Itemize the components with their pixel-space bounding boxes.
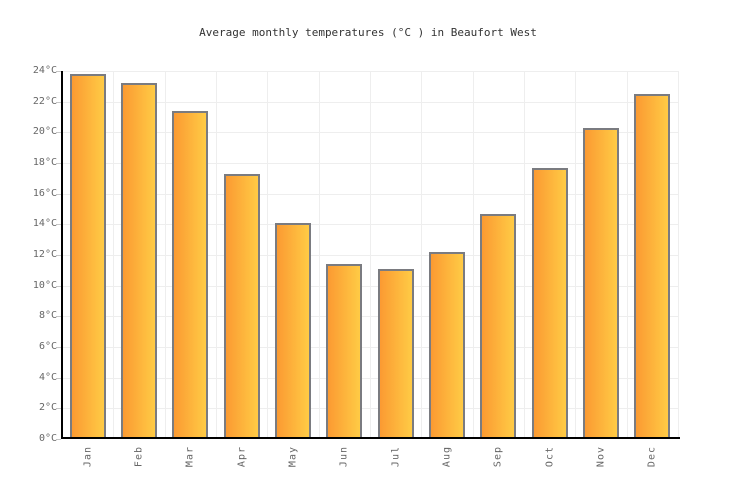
x-axis-label-text: Jun [338,446,350,468]
bar-dec [634,94,671,439]
y-axis-tick [56,439,61,440]
bar-jun [326,264,363,439]
bar-feb [121,83,157,439]
y-axis-label: 24°C [32,65,57,76]
x-axis-label-text: Feb [133,446,145,468]
bar-sep [480,213,517,439]
y-axis-tick [56,255,61,256]
x-axis-label-text: May [287,446,299,468]
y-axis-label: 2°C [38,402,57,414]
x-axis-label-text: Jan [82,446,94,468]
y-axis-tick [56,347,61,348]
x-axis-label: Dec [647,446,658,467]
gridline-vertical [678,71,679,439]
gridline-vertical [524,71,525,439]
bar-jan [69,74,106,439]
x-axis-label-text: Jul [390,446,402,468]
x-axis-line [61,437,680,439]
x-axis-label: Mar [185,446,196,467]
y-axis-tick [56,377,61,379]
y-axis-tick [56,408,61,410]
x-axis-label-text: Apr [236,446,248,468]
bar-aug [429,251,465,439]
plot-area [62,71,679,439]
gridline-vertical [473,71,474,439]
x-axis-label-text: Nov [595,446,607,468]
y-axis-label: 12°C [32,249,57,260]
gridline-vertical [267,71,268,439]
gridline-vertical [216,71,217,439]
x-axis-label-text: Aug [441,446,453,468]
x-axis-label: Sep [493,446,504,467]
bar-nov [583,127,619,439]
bar-oct [531,167,568,439]
gridline-vertical [165,71,166,439]
x-axis-label: May [288,446,299,467]
y-axis-label: 22°C [32,95,57,107]
gridline-vertical [421,71,422,439]
y-axis-tick [56,316,61,318]
y-axis-tick [56,285,61,287]
x-axis-label: Aug [442,446,453,467]
bar-jul [377,268,414,439]
x-axis-label-text: Oct [544,446,556,468]
y-axis-label: 8°C [38,310,57,322]
gridline-vertical [627,71,628,439]
y-axis-label: 16°C [32,187,57,199]
x-axis-label-text: Sep [492,446,504,468]
x-axis-label-text: Mar [184,446,196,468]
y-axis-label: 6°C [38,341,57,352]
x-axis-label-text: Dec [646,446,658,468]
gridline-vertical [370,71,371,439]
bar-may [275,222,311,439]
y-axis-tick [56,101,61,103]
gridline-vertical [113,71,114,439]
x-axis-label: Oct [544,446,555,467]
y-axis-tick [56,193,61,195]
bar-apr [223,173,260,439]
y-axis-tick [56,163,61,164]
x-axis-label: Feb [134,446,145,467]
y-axis-label: 0°C [38,433,57,444]
y-axis-label: 20°C [32,126,57,138]
gridline-vertical [575,71,576,439]
bar-mar [172,110,209,439]
y-axis-label: 14°C [32,218,57,230]
x-axis-label: Apr [236,446,247,467]
y-axis-label: 4°C [38,371,57,383]
y-axis-tick [56,224,61,226]
y-axis-label: 18°C [32,157,57,168]
x-axis-label: Nov [596,446,607,467]
y-axis-label: 10°C [32,279,57,291]
y-axis-tick [56,132,61,134]
y-axis-tick [56,71,61,72]
gridline-vertical [319,71,320,439]
y-axis-line [61,71,63,439]
x-axis-label: Jun [339,446,350,467]
x-axis-label: Jan [82,446,93,467]
x-axis-label: Jul [390,446,401,467]
chart-title: Average monthly temperatures (°C ) in Be… [199,26,537,39]
